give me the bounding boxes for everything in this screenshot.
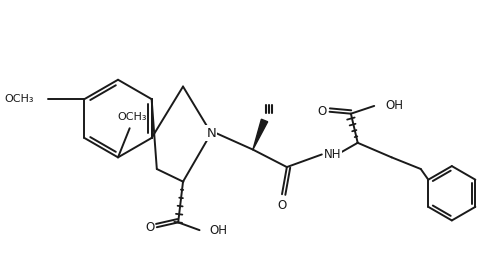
Text: N: N: [206, 127, 216, 140]
Text: OCH₃: OCH₃: [118, 112, 147, 121]
Text: O: O: [317, 105, 326, 118]
Text: O: O: [278, 199, 286, 212]
Polygon shape: [253, 119, 268, 150]
Text: OH: OH: [386, 99, 404, 112]
Text: O: O: [145, 221, 155, 234]
Text: OCH₃: OCH₃: [4, 94, 34, 104]
Text: NH: NH: [324, 148, 341, 161]
Text: OH: OH: [209, 224, 227, 237]
